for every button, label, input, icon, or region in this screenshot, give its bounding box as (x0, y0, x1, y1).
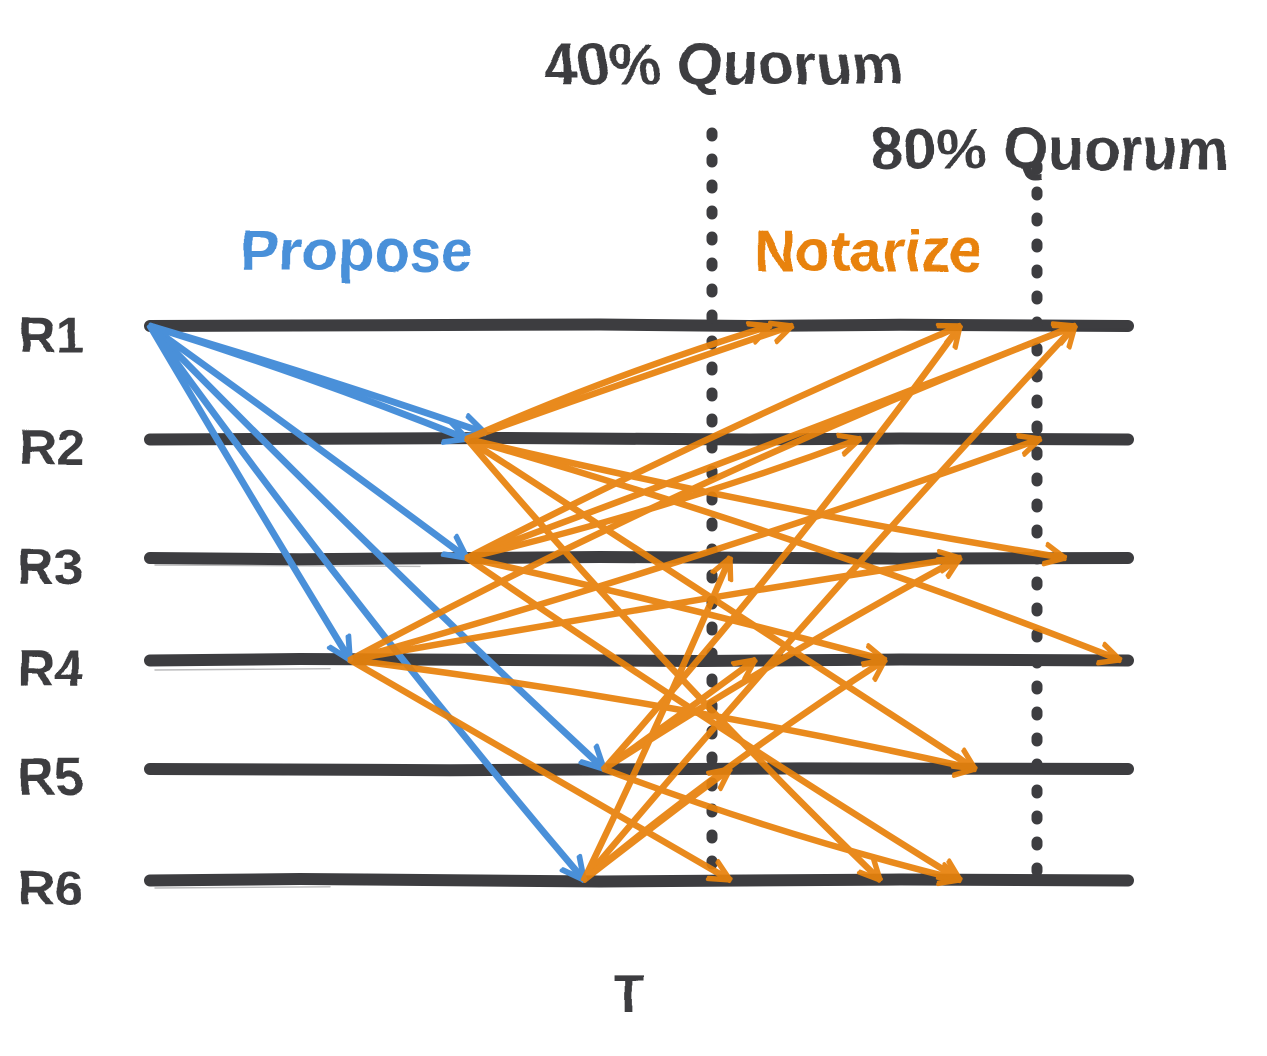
svg-text:Notarize: Notarize (754, 219, 983, 284)
svg-text:T: T (613, 965, 644, 1021)
svg-text:R4: R4 (18, 640, 84, 697)
svg-text:80% Quorum: 80% Quorum (871, 117, 1229, 182)
svg-text:40% Quorum: 40% Quorum (545, 32, 903, 97)
svg-text:R1: R1 (18, 306, 83, 363)
svg-text:R2: R2 (18, 419, 83, 476)
svg-text:R3: R3 (18, 538, 83, 595)
svg-text:Propose: Propose (241, 219, 473, 284)
svg-text:R5: R5 (18, 749, 83, 806)
svg-text:R6: R6 (18, 860, 83, 917)
